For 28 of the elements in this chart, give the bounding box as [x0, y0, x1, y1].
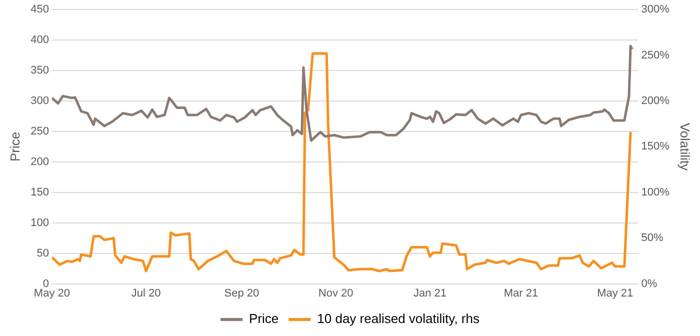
x-tick-label: Jul 20	[131, 287, 161, 300]
y-tick-label: 300	[30, 95, 49, 108]
y2-tick-label: 50%	[641, 232, 664, 244]
y-tick-label: 350	[30, 64, 49, 77]
y-tick-label: 50	[36, 247, 49, 260]
legend-label: 10 day realised volatility, rhs	[317, 311, 480, 326]
y2-tick-label: 150%	[641, 140, 670, 153]
x-tick-label: Mar 21	[504, 287, 538, 300]
x-tick-label: Sep 20	[224, 287, 260, 300]
y2-tick-label: 0%	[641, 278, 658, 290]
y2-tick-label: 300%	[641, 4, 670, 16]
y-tick-label: 400	[30, 34, 49, 46]
y-tick-label: 0	[42, 278, 49, 290]
y2-tick-label: 100%	[641, 186, 670, 198]
x-tick-label: May 21	[597, 287, 634, 300]
legend-label: Price	[249, 311, 279, 326]
y-axis-title: Price	[7, 132, 22, 162]
x-tick-label: Jan 21	[413, 287, 446, 300]
y-tick-label: 150	[30, 186, 49, 198]
x-tick-label: Nov 20	[318, 287, 354, 300]
y-tick-label: 200	[30, 156, 49, 168]
y-tick-label: 250	[30, 126, 49, 138]
y2-tick-label: 250%	[641, 49, 670, 62]
y2-tick-label: 200%	[641, 95, 670, 108]
y2-axis-title: Volatility	[678, 122, 693, 172]
y-tick-label: 100	[30, 216, 49, 229]
x-tick-label: May 20	[34, 287, 70, 300]
y-tick-label: 450	[30, 4, 49, 16]
